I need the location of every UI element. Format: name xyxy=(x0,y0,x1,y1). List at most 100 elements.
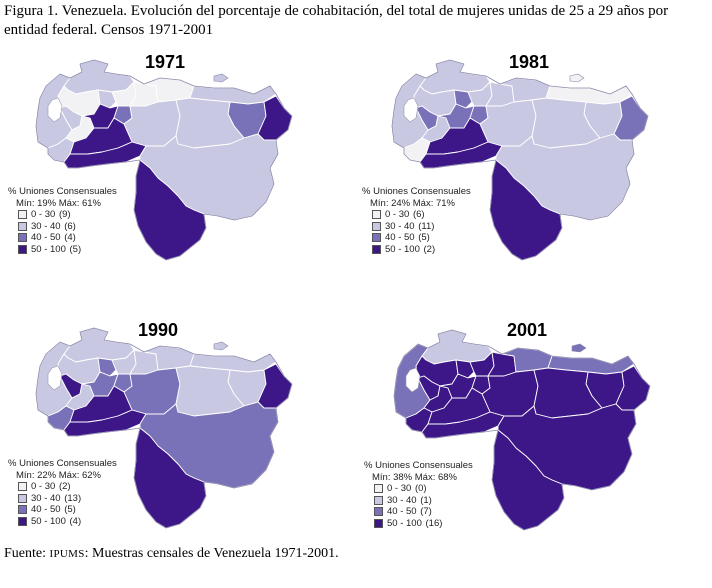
year-label: 1990 xyxy=(138,320,179,340)
legend-count: (9) xyxy=(58,209,71,220)
legend-label: 50 - 100 xyxy=(31,243,66,255)
legend-label: 0 - 30 xyxy=(385,209,410,220)
legend-swatch xyxy=(18,482,27,492)
state-nueva-esparta xyxy=(213,341,229,351)
map-legend: % Uniones Consensuales Mín: 24% Máx: 71%… xyxy=(362,186,471,255)
legend-swatch xyxy=(372,244,381,254)
year-label: 1971 xyxy=(145,52,186,72)
legend-swatch xyxy=(374,495,383,505)
legend-label: 40 - 50 xyxy=(385,232,415,243)
legend-item: 40 - 50 (7) xyxy=(364,506,473,518)
state-nueva-esparta xyxy=(571,343,587,353)
map-states-group xyxy=(35,59,293,261)
legend-count: (6) xyxy=(64,220,76,232)
legend-item: 50 - 100 (16) xyxy=(364,518,473,530)
legend-swatch xyxy=(372,233,381,243)
legend-count: (5) xyxy=(418,232,430,243)
legend-swatch xyxy=(18,244,27,254)
lake-maracaibo xyxy=(405,367,421,393)
legend-label: 30 - 40 xyxy=(31,492,61,504)
map-states-group xyxy=(35,327,293,529)
state-yaracuy xyxy=(97,89,117,109)
legend-item: 50 - 100 (4) xyxy=(8,516,117,528)
legend-count: (5) xyxy=(69,243,82,255)
legend-label: 40 - 50 xyxy=(31,504,61,515)
legend-item: 40 - 50 (4) xyxy=(8,232,117,244)
legend-item: 30 - 40 (1) xyxy=(364,495,473,507)
legend-item: 0 - 30 (6) xyxy=(362,209,471,221)
legend-item: 0 - 30 (0) xyxy=(364,483,473,495)
map-panel-2001: 2001 % Uniones Consensuales Mín: 38% Máx… xyxy=(352,318,708,588)
legend-swatch xyxy=(374,518,383,528)
map-panel-1971: 1971 % Uniones Consensuales Mín: 19% Máx… xyxy=(0,50,356,320)
legend-label: 0 - 30 xyxy=(31,209,56,220)
legend-minmax: Mín: 22% Máx: 62% xyxy=(16,469,102,481)
legend-item: 40 - 50 (5) xyxy=(362,232,471,244)
state-yaracuy xyxy=(455,359,475,379)
legend-count: (6) xyxy=(412,209,425,220)
state-yaracuy xyxy=(453,89,473,109)
legend-swatch xyxy=(372,221,381,231)
legend-title: % Uniones Consensuales xyxy=(8,458,117,469)
legend-swatch xyxy=(374,484,383,494)
map-states-group xyxy=(391,59,649,261)
legend-item: 50 - 100 (2) xyxy=(362,244,471,256)
legend-count: (11) xyxy=(418,220,435,232)
legend-label: 30 - 40 xyxy=(385,220,415,232)
venezuela-map-1981 xyxy=(391,59,649,261)
map-states-group xyxy=(393,329,651,531)
state-nueva-esparta xyxy=(569,73,585,83)
legend-item: 40 - 50 (5) xyxy=(8,504,117,516)
year-label: 1981 xyxy=(509,52,550,72)
legend-count: (0) xyxy=(414,483,427,494)
legend-count: (7) xyxy=(420,506,432,517)
legend-label: 0 - 30 xyxy=(387,483,412,494)
legend-count: (16) xyxy=(425,517,443,529)
legend-item: 30 - 40 (6) xyxy=(8,221,117,233)
lake-maracaibo xyxy=(47,97,63,123)
venezuela-map-2001 xyxy=(393,329,651,531)
state-nueva-esparta xyxy=(213,73,229,83)
legend-count: (13) xyxy=(64,492,82,504)
legend-item: 50 - 100 (5) xyxy=(8,244,117,256)
legend-label: 50 - 100 xyxy=(385,243,420,255)
map-panel-1981: 1981 % Uniones Consensuales Mín: 24% Máx… xyxy=(352,50,708,320)
legend-count: (2) xyxy=(423,243,436,255)
venezuela-map-1971 xyxy=(35,59,293,261)
country-outline xyxy=(35,327,293,529)
legend-item: 30 - 40 (13) xyxy=(8,493,117,505)
legend-item: 0 - 30 (9) xyxy=(8,209,117,221)
map-legend: % Uniones Consensuales Mín: 22% Máx: 62%… xyxy=(8,458,117,527)
legend-swatch xyxy=(18,516,27,526)
legend-swatch xyxy=(18,221,27,231)
state-falcon xyxy=(63,327,135,363)
legend-count: (1) xyxy=(420,494,432,506)
year-label: 2001 xyxy=(507,320,548,340)
state-yaracuy xyxy=(97,357,117,377)
legend-count: (2) xyxy=(58,481,71,492)
legend-title: % Uniones Consensuales xyxy=(362,186,471,197)
legend-swatch xyxy=(18,493,27,503)
legend-minmax: Mín: 24% Máx: 71% xyxy=(370,197,456,209)
legend-swatch xyxy=(374,507,383,517)
legend-label: 40 - 50 xyxy=(387,506,417,517)
legend-item: 0 - 30 (2) xyxy=(8,481,117,493)
legend-item: 30 - 40 (11) xyxy=(362,221,471,233)
legend-count: (4) xyxy=(69,515,82,527)
map-legend: % Uniones Consensuales Mín: 38% Máx: 68%… xyxy=(364,460,473,529)
legend-label: 30 - 40 xyxy=(31,220,61,232)
legend-title: % Uniones Consensuales xyxy=(8,186,117,197)
legend-swatch xyxy=(18,505,27,515)
legend-minmax: Mín: 19% Máx: 61% xyxy=(16,197,102,209)
state-falcon xyxy=(63,59,135,95)
legend-label: 50 - 100 xyxy=(387,517,422,529)
legend-label: 30 - 40 xyxy=(387,494,417,506)
figure-title: Figura 1. Venezuela. Evolución del porce… xyxy=(4,3,669,38)
venezuela-map-1990 xyxy=(35,327,293,529)
country-outline xyxy=(35,59,293,261)
state-falcon xyxy=(421,329,493,365)
lake-maracaibo xyxy=(47,365,63,391)
map-legend: % Uniones Consensuales Mín: 19% Máx: 61%… xyxy=(8,186,117,255)
legend-swatch xyxy=(18,210,27,220)
source-rest: : Muestras censales de Venezuela 1971-20… xyxy=(84,546,339,561)
